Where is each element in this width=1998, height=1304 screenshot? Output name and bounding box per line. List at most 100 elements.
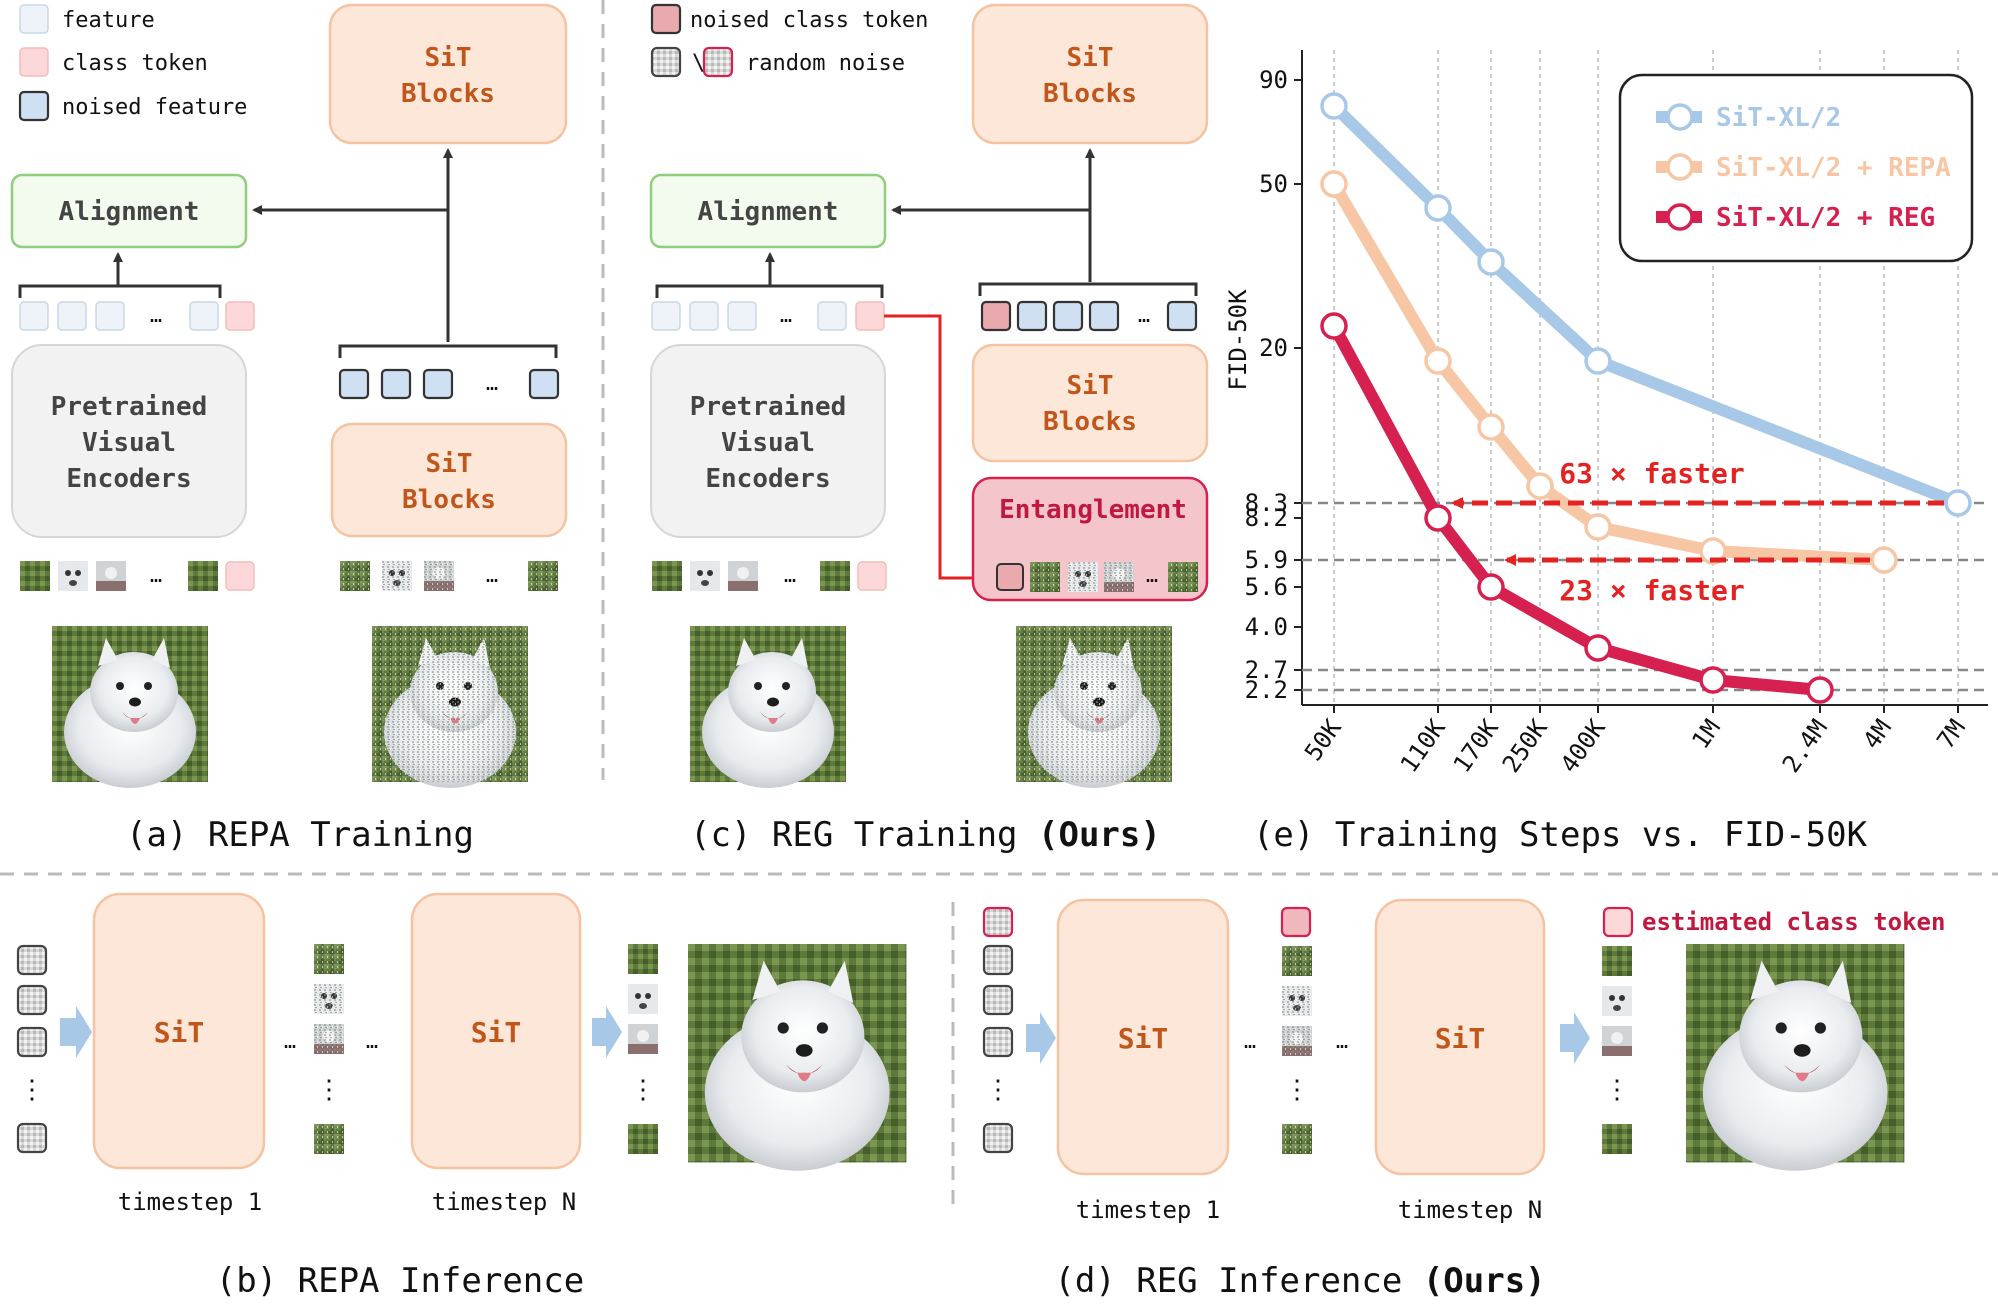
class-token-c <box>855 301 885 331</box>
svg-text:⋮: ⋮ <box>316 1075 342 1105</box>
legend-label-1: SiT-XL/2 + REPA <box>1716 153 1951 183</box>
series-2-point-400K <box>1584 634 1612 662</box>
arrow-in-d <box>1026 1012 1056 1064</box>
timestep-n-b: timestep N <box>432 1188 577 1216</box>
sit-blocks-bottom-c-line2: Blocks <box>1043 407 1137 437</box>
sit-blocks-top-c-line1: SiT <box>1067 43 1114 73</box>
encoder-c-line1: Pretrained <box>690 392 847 422</box>
sit-blocks-bottom-a-line1: SiT <box>426 449 473 479</box>
arrow-out-d <box>1560 1012 1590 1064</box>
ytick-label-50: 50 <box>1259 170 1288 198</box>
legend-class-token-swatch <box>19 47 49 77</box>
legend-label-0: SiT-XL/2 <box>1716 103 1841 133</box>
alignment-box-c <box>649 173 887 249</box>
series-0-point-170K <box>1477 248 1505 276</box>
series-2-point-50K <box>1320 312 1348 340</box>
legend-noised-feature-swatch <box>18 90 50 122</box>
caption-c: (c) REG Training (Ours) <box>690 815 1161 855</box>
svg-text:…: … <box>284 1029 296 1053</box>
legend-feature-label: feature <box>62 8 155 33</box>
svg-text:…: … <box>1146 563 1158 587</box>
pretrained-encoder-a <box>11 344 247 538</box>
panel-c-reg-training: noised class token \ random noise SiT Bl… <box>649 3 1209 855</box>
mid-patches-b: ⋮ <box>314 944 344 1154</box>
ytick-label-2.2: 2.2 <box>1245 676 1288 704</box>
xtick-label-7M: 7M <box>1931 714 1971 754</box>
image-patches-a: … <box>20 561 255 591</box>
encoder-feature-tokens-c: … <box>651 301 885 331</box>
panel-b-repa-inference: ⋮ SiT … ⋮ … SiT ⋮ timestep 1 timestep N … <box>16 892 907 1301</box>
svg-text:⋮: ⋮ <box>985 1075 1011 1105</box>
bracket-noised-tokens-a <box>338 344 558 358</box>
caption-b: (b) REPA Inference <box>216 1261 584 1301</box>
series-1-point-4M <box>1870 546 1898 574</box>
svg-text:⋮: ⋮ <box>1284 1075 1310 1105</box>
legend-marker-0 <box>1666 103 1694 131</box>
ytick-label-2.7: 2.7 <box>1245 656 1288 684</box>
series-2-point-2.4M <box>1806 676 1834 704</box>
bracket-noised-tokens-c <box>978 282 1198 296</box>
alignment-box-a <box>10 173 248 249</box>
series-1-point-50K <box>1320 170 1348 198</box>
generated-image-b <box>688 944 907 1171</box>
series-2-point-110K <box>1424 504 1452 532</box>
series-0-point-50K <box>1320 92 1348 120</box>
series-1-point-170K <box>1477 413 1505 441</box>
xtick-label-250K: 250K <box>1497 714 1553 778</box>
ytick-label-90: 90 <box>1259 66 1288 94</box>
entanglement-label: Entanglement <box>999 495 1187 525</box>
noisy-image-a <box>372 626 528 788</box>
clean-image-c <box>690 626 846 788</box>
series-2-point-1M <box>1699 666 1727 694</box>
annotation-label-0: 63 × faster <box>1559 457 1744 490</box>
panel-a-repa-training: feature class token noised feature SiT B… <box>10 3 568 855</box>
xtick-label-4M: 4M <box>1857 714 1897 754</box>
timestep-1-d: timestep 1 <box>1076 1196 1221 1224</box>
legend-random-noise-swatch <box>650 46 682 78</box>
pretrained-encoder-c <box>650 344 886 538</box>
series-2-point-170K <box>1477 573 1505 601</box>
encoder-a-line1: Pretrained <box>51 392 208 422</box>
sit-blocks-top-a-line1: SiT <box>425 43 472 73</box>
ytick-label-8.3: 8.3 <box>1245 489 1288 517</box>
class-token-route-arrow <box>884 314 991 584</box>
sit-stepN-b <box>410 892 582 1170</box>
entanglement-patches: … <box>996 562 1198 592</box>
fid-chart: 90 50 20 8.38.2 5.95.6 4.0 2.72.2 50K 110K170K25… <box>1245 50 1988 778</box>
annotation-label-1: 23 × faster <box>1559 574 1744 607</box>
noisy-patches-a: … <box>340 561 558 591</box>
svg-text:⋮: ⋮ <box>1604 1075 1630 1105</box>
ytick-label-8.2: 8.2 <box>1245 504 1288 532</box>
legend-left: feature class token noised feature <box>18 4 247 122</box>
svg-text:…: … <box>366 1029 378 1053</box>
legend-class-token-label: class token <box>62 51 208 76</box>
svg-text:…: … <box>150 303 162 327</box>
panel-d-reg-inference: estimated class token ⋮ SiT … ⋮ … SiT <box>982 898 1945 1301</box>
xtick-label-50K: 50K <box>1299 714 1347 766</box>
chart-legend: SiT-XL/2 SiT-XL/2 + REPA SiT-XL/2 + REG <box>1618 73 1974 263</box>
series-0-point-7M <box>1944 489 1972 517</box>
svg-text:…: … <box>1244 1029 1256 1053</box>
svg-text:⋮: ⋮ <box>19 1075 45 1105</box>
sit-blocks-top-c-line2: Blocks <box>1043 79 1137 109</box>
caption-d: (d) REG Inference (Ours) <box>1054 1261 1545 1301</box>
mid-patches-d: ⋮ <box>1280 906 1312 1154</box>
svg-text:…: … <box>150 563 162 587</box>
caption-a: (a) REPA Training <box>126 815 474 855</box>
svg-text:⋮: ⋮ <box>630 1075 656 1105</box>
out-patches-b: ⋮ <box>628 944 658 1154</box>
legend-noised-class-token-label: noised class token <box>690 8 928 33</box>
svg-text:…: … <box>486 563 498 587</box>
alignment-label-a: Alignment <box>59 197 200 227</box>
sit-blocks-bottom-c <box>971 343 1209 463</box>
image-patches-c: … <box>652 561 887 591</box>
arrow-in-b <box>60 1006 92 1058</box>
panel-e-chart: 90 50 20 8.38.2 5.95.6 4.0 2.72.2 50K 110K170K25… <box>1224 50 1988 855</box>
series-1-point-1M <box>1699 537 1727 565</box>
legend-marker-2 <box>1666 203 1694 231</box>
ytick-label-5.6: 5.6 <box>1245 573 1288 601</box>
ytick-label-5.9: 5.9 <box>1245 546 1288 574</box>
xtick-label-2.4M: 2.4M <box>1777 714 1833 777</box>
svg-text:…: … <box>1336 1029 1348 1053</box>
